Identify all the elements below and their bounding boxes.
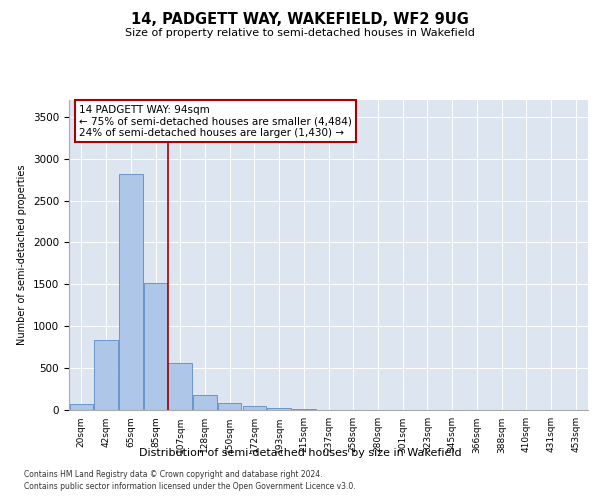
Bar xyxy=(169,363,192,410)
Bar xyxy=(70,404,93,410)
Bar xyxy=(144,284,167,410)
Text: Contains HM Land Registry data © Crown copyright and database right 2024.: Contains HM Land Registry data © Crown c… xyxy=(24,470,323,479)
Y-axis label: Number of semi-detached properties: Number of semi-detached properties xyxy=(17,165,28,345)
Text: Size of property relative to semi-detached houses in Wakefield: Size of property relative to semi-detach… xyxy=(125,28,475,38)
Text: Distribution of semi-detached houses by size in Wakefield: Distribution of semi-detached houses by … xyxy=(139,448,461,458)
Bar xyxy=(242,406,266,410)
Text: 14 PADGETT WAY: 94sqm
← 75% of semi-detached houses are smaller (4,484)
24% of s: 14 PADGETT WAY: 94sqm ← 75% of semi-deta… xyxy=(79,104,352,138)
Bar xyxy=(193,396,217,410)
Bar xyxy=(119,174,143,410)
Bar xyxy=(218,403,241,410)
Bar xyxy=(268,408,291,410)
Bar xyxy=(94,340,118,410)
Text: 14, PADGETT WAY, WAKEFIELD, WF2 9UG: 14, PADGETT WAY, WAKEFIELD, WF2 9UG xyxy=(131,12,469,28)
Text: Contains public sector information licensed under the Open Government Licence v3: Contains public sector information licen… xyxy=(24,482,356,491)
